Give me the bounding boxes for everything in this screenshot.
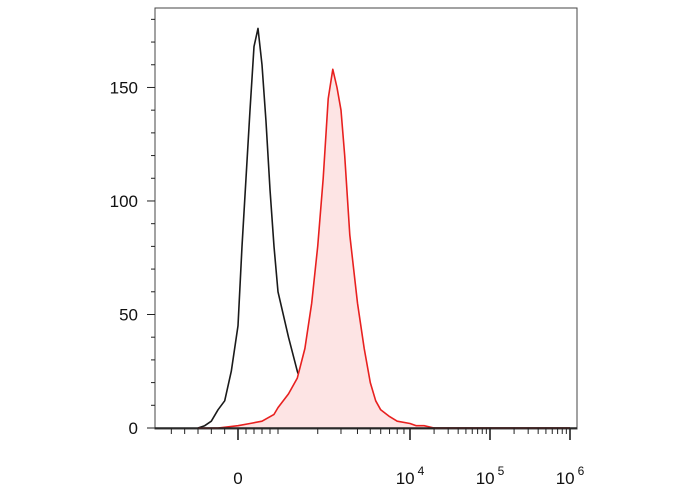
x-tick-label: 10 5 <box>476 464 505 488</box>
y-tick-label: 50 <box>119 305 138 324</box>
series-1-line <box>198 68 570 429</box>
x-tick-label: 0 <box>233 469 242 488</box>
y-tick-label: 100 <box>110 192 138 211</box>
x-tick-label: 10 4 <box>396 464 425 488</box>
y-tick-label: 150 <box>110 78 138 97</box>
y-tick-label: 0 <box>129 419 138 438</box>
x-tick-label: 10 6 <box>556 464 585 488</box>
y-axis: 0 50 100 150 <box>110 18 155 438</box>
x-axis: 0 10 4 10 5 10 6 <box>155 427 585 488</box>
